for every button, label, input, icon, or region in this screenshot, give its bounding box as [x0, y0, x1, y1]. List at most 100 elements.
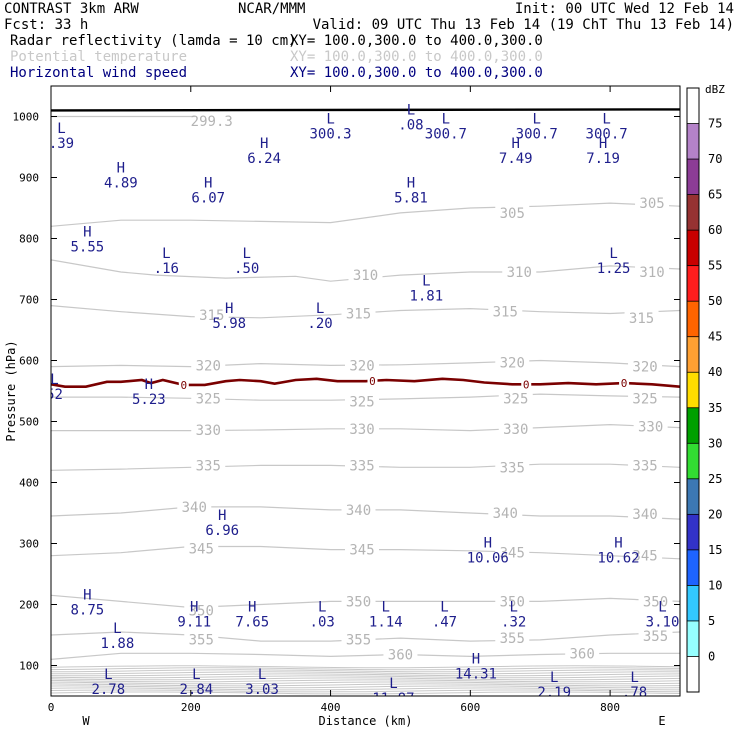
theta-label-bg — [495, 630, 530, 646]
theta-label-bg — [345, 357, 380, 373]
theta-label: 315 — [629, 311, 654, 327]
theta-label: 335 — [349, 458, 374, 474]
wind-extremum-value: 6.96 — [205, 523, 239, 539]
theta-strat-line — [51, 669, 680, 673]
wind-extremum-value: 11.87 — [372, 691, 414, 707]
theta-label: 335 — [632, 458, 657, 474]
theta-label: 310 — [639, 265, 664, 281]
wind-extremum-kind: L — [382, 600, 390, 616]
wind-extremum-kind: H — [204, 176, 212, 192]
wind-extremum-low: L1.81 — [409, 273, 443, 304]
colorbar-segment — [687, 656, 699, 692]
freezing-label-bg — [619, 377, 630, 390]
wind-extremum-kind: L — [258, 667, 266, 683]
wind-extremum-kind: H — [472, 652, 480, 668]
colorbar-level: 5 — [708, 614, 715, 628]
wind-extremum-kind: L — [658, 600, 666, 616]
wind-extremum-value: 10.62 — [597, 551, 639, 567]
colorbar-segment — [687, 301, 699, 337]
colorbar-level: 0 — [708, 649, 715, 663]
theta-label-bg — [565, 645, 600, 661]
wind-extremum-value: 300.7 — [516, 127, 558, 143]
wind-extremum-low: L2.19 — [537, 670, 571, 701]
theta-label: 305 — [639, 196, 664, 212]
colorbar: 0 5 10 15 20 25 30 35 40 45 50 55 60 65 70 75 dBZ — [686, 83, 725, 693]
colorbar-segment — [687, 585, 699, 621]
wind-extremum-value: 10.06 — [467, 551, 509, 567]
wind-extremum-kind: L — [440, 600, 448, 616]
wind-extremum-low: L.08 — [398, 103, 423, 134]
wind-extremum-low: L1.88 — [101, 621, 135, 652]
theta-label-bg — [341, 501, 376, 517]
theta-label: 345 — [189, 541, 214, 557]
wind-extremum-value: .16 — [154, 261, 179, 277]
wind-extremum-value: 5.98 — [212, 316, 246, 332]
theta-strat-line — [51, 687, 680, 691]
freezing-label-bg — [521, 378, 532, 391]
wind-extremum-kind: L — [609, 246, 617, 262]
theta-label: 315 — [199, 308, 224, 324]
colorbar-level: 55 — [708, 259, 722, 273]
x-tick-label: 600 — [460, 701, 480, 714]
theta-label-bg — [488, 303, 523, 319]
theta-label: 335 — [500, 460, 525, 476]
theta-strat-line — [51, 683, 680, 687]
valid-label: Valid: 09 UTC Thu 13 Feb 14 (19 ChT Thu … — [313, 17, 734, 33]
wind-extremum-high: H5.55 — [70, 225, 104, 256]
theta-strat-line — [51, 679, 680, 683]
theta-label-bg — [498, 390, 533, 406]
wind-extremum-high: H7.49 — [499, 136, 533, 167]
wind-extremum-kind: L — [50, 372, 58, 388]
wind-extremum-high: H10.62 — [597, 536, 639, 567]
theta-label-bg — [495, 459, 530, 475]
wind-extremum-kind: H — [407, 176, 415, 192]
theta-label: 330 — [503, 422, 528, 438]
wind-extremum-kind: L — [422, 273, 430, 289]
colorbar-level: 35 — [708, 401, 722, 415]
wind-extremum-low: L11.87 — [372, 676, 414, 707]
theta-label: 340 — [182, 500, 207, 516]
theta-label-bg — [177, 498, 212, 514]
theta-label: 305 — [500, 206, 525, 222]
theta-label: 325 — [632, 391, 657, 407]
theta-strat-line — [51, 691, 680, 695]
theta-label-bg — [633, 418, 668, 434]
theta-label-bg — [184, 631, 219, 647]
wind-extremum-kind: H — [614, 536, 622, 552]
wind-extremum-kind: H — [484, 536, 492, 552]
colorbar-level: 20 — [708, 507, 722, 521]
wind-extremum-value: 2.19 — [537, 685, 571, 701]
theta-label-bg — [635, 264, 670, 280]
wind-extremum-low: L52 — [50, 372, 63, 403]
colorbar-level: 75 — [708, 117, 722, 131]
theta-label: 310 — [507, 265, 532, 281]
wind-extremum-kind: L — [316, 301, 324, 317]
theta-label-bg — [495, 204, 530, 220]
theta-label: 355 — [189, 632, 214, 648]
wind-extremum-low: L.47 — [432, 600, 457, 631]
theta-label: 350 — [643, 594, 668, 610]
wind-extremum-low: L2.78 — [91, 667, 125, 696]
theta-label-bg — [345, 541, 380, 557]
wind-extremum-value: .20 — [307, 316, 332, 332]
wind-extremum-kind: H — [190, 600, 198, 616]
wind-extremum-value: 6.24 — [247, 151, 281, 167]
wind-extremum-kind: H — [218, 508, 226, 524]
theta-label-bg — [341, 593, 376, 609]
theta-label-bg — [628, 390, 663, 406]
theta-label-bg — [635, 195, 670, 211]
theta-label-bg — [345, 457, 380, 473]
wind-extremum-high: H4.89 — [104, 160, 138, 191]
y-tick-label: 500 — [19, 416, 39, 429]
theta-label: 355 — [500, 631, 525, 647]
header: CONTRAST 3km ARW NCAR/MMM Init: 00 UTC W… — [4, 1, 734, 81]
wind-extremum-low: L.78 — [622, 670, 647, 696]
colorbar-segment — [687, 514, 699, 550]
wind-extremum-low: L.50 — [234, 246, 259, 277]
theta-label-bg — [495, 544, 530, 560]
wind-extremum-value: 9.11 — [177, 615, 211, 631]
wind-extremum-value: 300.7 — [586, 127, 628, 143]
plot-area: 299.3 305 305 310 310 310 315 315 315 315 320 320 32… — [50, 103, 680, 707]
wind-extremum-kind: H — [260, 136, 268, 152]
wind-extremum-high: H5.23 — [132, 377, 166, 408]
